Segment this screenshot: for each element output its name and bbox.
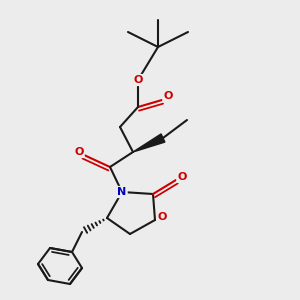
Text: N: N <box>117 187 127 197</box>
Text: O: O <box>133 75 143 85</box>
Text: O: O <box>157 212 167 222</box>
Text: O: O <box>177 172 187 182</box>
Polygon shape <box>133 134 165 152</box>
Text: O: O <box>163 91 173 101</box>
Text: O: O <box>74 147 84 157</box>
